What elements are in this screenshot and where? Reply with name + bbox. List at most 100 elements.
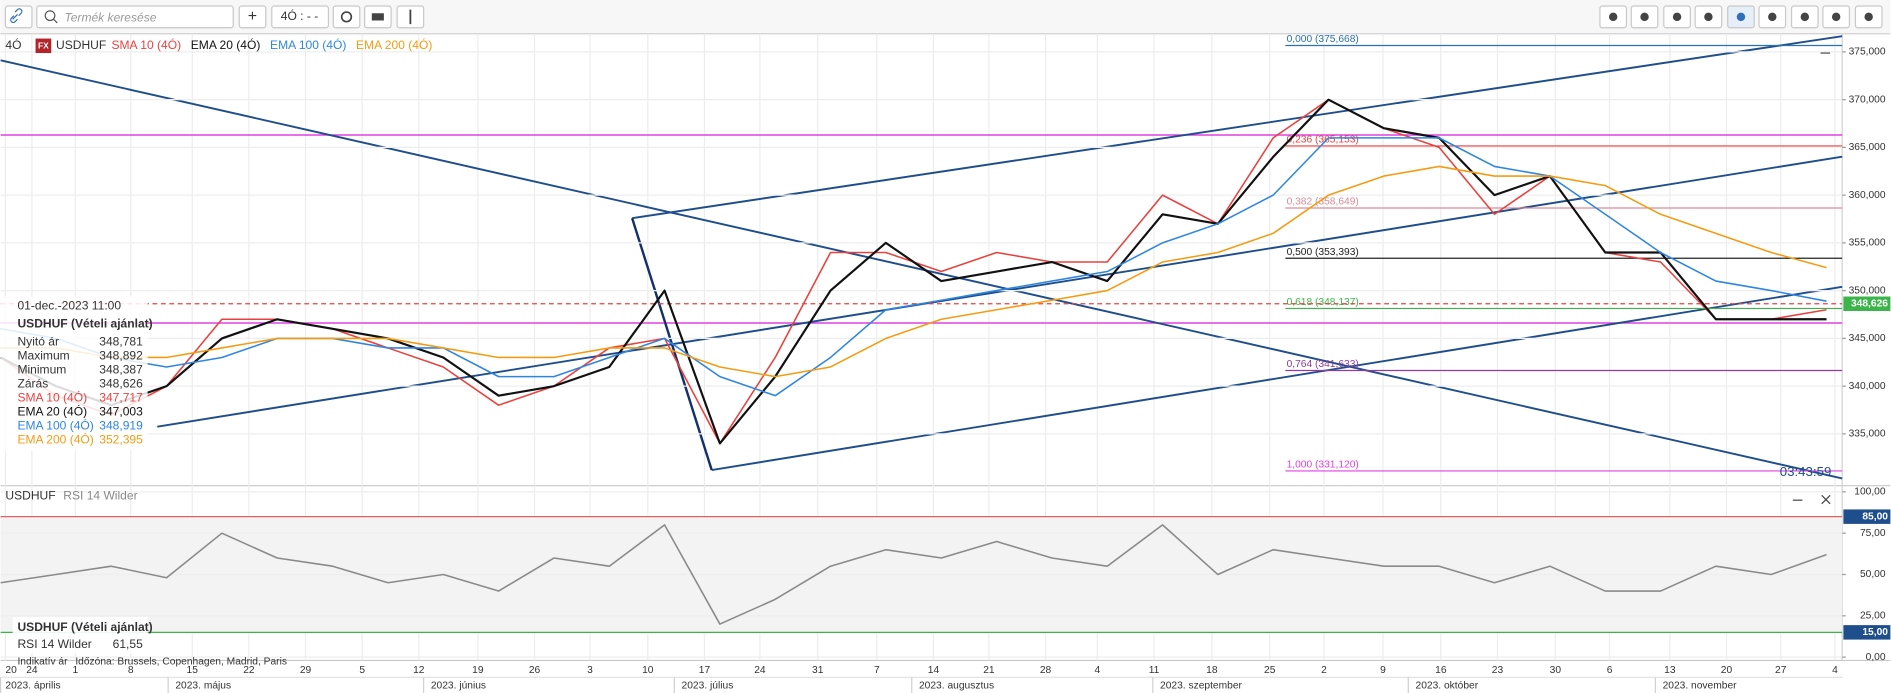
series-line bbox=[0, 98, 1827, 445]
x-tick-label: 20 bbox=[1721, 665, 1733, 676]
y-tick-label: 25,00 bbox=[1860, 611, 1886, 622]
info-label: Maximum bbox=[17, 348, 69, 362]
legend-entry[interactable]: EMA 200 (4Ó) bbox=[356, 37, 432, 52]
info-value: 352,395 bbox=[99, 432, 143, 446]
x-tick-label: 12 bbox=[413, 665, 425, 676]
rsi-chart: 0,00 25,00 50,00 75,00 100,00 85,00 15,00 bbox=[0, 487, 1891, 663]
legend-timeframe: 4Ó bbox=[5, 37, 21, 52]
refresh-button[interactable] bbox=[332, 5, 361, 29]
channel-line bbox=[157, 155, 1843, 428]
drawings bbox=[0, 35, 1843, 480]
price-tag bbox=[1843, 296, 1891, 311]
tool-icon bbox=[1640, 12, 1649, 22]
fib-label: 0,500 (353,393) bbox=[1287, 247, 1359, 258]
y-tick-label: 345,000 bbox=[1849, 333, 1886, 344]
info-value: 348,626 bbox=[99, 376, 143, 390]
info-value: 348,781 bbox=[99, 334, 143, 348]
tool-icon bbox=[1864, 12, 1873, 22]
info-panel bbox=[0, 296, 148, 451]
x-tick-label: 13 bbox=[1664, 665, 1676, 676]
x-tick-label: 31 bbox=[812, 665, 824, 676]
month-label: 2023. május bbox=[175, 680, 231, 691]
y-tick-label: 355,000 bbox=[1849, 238, 1886, 249]
drawing-tools bbox=[1599, 5, 1883, 29]
y-tick-label: 370,000 bbox=[1849, 94, 1886, 105]
month-label: 2023. április bbox=[5, 680, 60, 691]
info-value: 348,919 bbox=[99, 418, 143, 432]
x-tick-label: 25 bbox=[1264, 665, 1276, 676]
tool-icon bbox=[1736, 12, 1746, 22]
fib-label: 0,000 (375,668) bbox=[1287, 34, 1359, 45]
fib-label: 0,618 (348,137) bbox=[1287, 297, 1359, 308]
search-icon-handle bbox=[53, 18, 58, 24]
search-icon bbox=[44, 10, 56, 22]
link-icon bbox=[10, 8, 23, 24]
y-tick-label: 335,000 bbox=[1849, 429, 1886, 440]
info-label: EMA 20 (4Ó) bbox=[17, 403, 87, 418]
x-tick-label: 2 bbox=[1321, 665, 1327, 676]
info-value: 347,717 bbox=[99, 390, 143, 404]
info-label: Minimum bbox=[17, 362, 66, 376]
legend: SMA 10 (4Ó) EMA 20 (4Ó) EMA 100 (4Ó) EMA 20… bbox=[111, 37, 432, 52]
info-value: 348,892 bbox=[99, 348, 143, 362]
search-placeholder: Termék keresése bbox=[64, 10, 156, 24]
legend-entry[interactable]: EMA 20 (4Ó) bbox=[191, 37, 261, 52]
x-tick-label: 24 bbox=[754, 665, 766, 676]
level-tag bbox=[1843, 509, 1891, 524]
x-tick-label: 23 bbox=[1492, 665, 1504, 676]
y-tick-label: 360,000 bbox=[1849, 190, 1886, 201]
x-tick-label: 4 bbox=[1832, 665, 1838, 676]
x-tick-label: 7 bbox=[874, 665, 880, 676]
x-tick-label: 19 bbox=[472, 665, 484, 676]
rsi-info-value: 61,55 bbox=[113, 637, 143, 651]
x-tick-label: 17 bbox=[699, 665, 711, 676]
y-tick-label: 100,00 bbox=[1854, 487, 1886, 498]
add-icon: + bbox=[248, 8, 257, 25]
info-rows: Nyitó ár 348,781 Maximum 348,892 Minimum 348,… bbox=[17, 334, 143, 446]
x-tick-label: 6 bbox=[1607, 665, 1613, 676]
x-tick-label: 16 bbox=[1435, 665, 1447, 676]
x-tick-label: 14 bbox=[928, 665, 940, 676]
level-tag bbox=[1843, 625, 1891, 640]
month-label: 2023. július bbox=[682, 680, 734, 691]
fib-label: 0,236 (365,153) bbox=[1287, 135, 1359, 146]
timezone: Időzóna: Brussels, Copenhagen, Madrid, P… bbox=[75, 656, 287, 667]
tool-icon bbox=[1672, 12, 1682, 22]
y-tick-label: 50,00 bbox=[1860, 569, 1886, 580]
price-type: Indikatív ár bbox=[17, 656, 68, 667]
search-box[interactable] bbox=[36, 5, 234, 29]
y-tick-label: 375,000 bbox=[1849, 47, 1886, 58]
timeframe-button[interactable] bbox=[271, 5, 330, 29]
series-line bbox=[0, 524, 1827, 625]
tool-icon bbox=[1831, 12, 1841, 22]
info-label: Nyitó ár bbox=[17, 334, 59, 348]
info-label: Zárás bbox=[17, 376, 48, 390]
month-label: 2023. október bbox=[1416, 680, 1479, 691]
x-tick-label: 26 bbox=[529, 665, 541, 676]
rsi-title: RSI 14 Wilder bbox=[63, 489, 137, 503]
level-tag-label: 85,00 bbox=[1862, 511, 1888, 522]
add-button[interactable] bbox=[238, 5, 267, 29]
close-button[interactable] bbox=[1821, 494, 1831, 505]
x-tick-label: 27 bbox=[1775, 665, 1787, 676]
tool-icon bbox=[1768, 12, 1777, 22]
y-tick-label: 340,000 bbox=[1849, 381, 1886, 392]
info-label: EMA 200 (4Ó) bbox=[17, 431, 93, 446]
fib-label: 1,000 (331,120) bbox=[1287, 460, 1359, 471]
legend-entry[interactable]: SMA 10 (4Ó) bbox=[111, 37, 181, 52]
tool-icon bbox=[1608, 12, 1618, 22]
y-tick-label: 350,000 bbox=[1849, 285, 1886, 296]
refresh-icon bbox=[340, 11, 353, 23]
rsi-info-title: USDHUF (Vételi ajánlat) bbox=[17, 620, 152, 634]
rsi-info-name: RSI 14 Wilder bbox=[17, 637, 91, 651]
month-label: 2023. június bbox=[431, 680, 486, 691]
fib-label: 0,764 (341,633) bbox=[1287, 359, 1359, 370]
tool-icon bbox=[1704, 12, 1713, 22]
x-tick-label: 4 bbox=[1095, 665, 1101, 676]
legend-entry[interactable]: EMA 100 (4Ó) bbox=[270, 37, 346, 52]
x-tick-label: 5 bbox=[359, 665, 365, 676]
info-label: EMA 100 (4Ó) bbox=[17, 417, 93, 432]
time-axis: 20 24 1 8 15 22 29 5 12 19 26 3 10 17 24 31 7 14 21 28 4 11 18… bbox=[0, 665, 1838, 693]
